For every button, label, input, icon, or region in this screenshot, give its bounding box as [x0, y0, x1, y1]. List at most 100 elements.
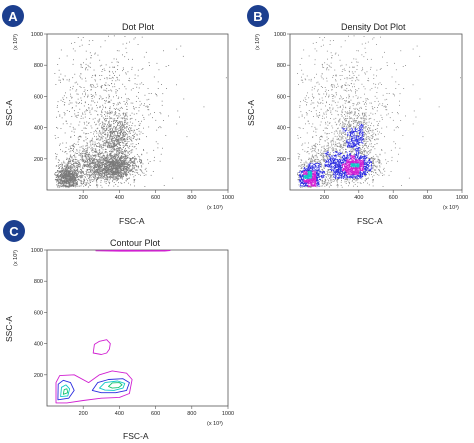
data-point — [76, 153, 78, 154]
data-point — [122, 142, 124, 144]
data-point — [115, 178, 116, 180]
data-point — [157, 88, 159, 89]
data-point — [95, 163, 97, 165]
data-point — [306, 173, 307, 175]
data-point — [65, 182, 67, 184]
data-point — [112, 169, 114, 170]
data-point — [64, 172, 66, 173]
data-point — [318, 168, 320, 170]
data-point — [311, 161, 313, 162]
data-point — [303, 170, 304, 172]
data-point — [116, 178, 117, 179]
data-point — [307, 175, 309, 177]
data-point — [128, 169, 130, 171]
data-point — [87, 171, 89, 173]
data-point — [113, 145, 115, 147]
data-point — [85, 94, 86, 96]
data-point — [69, 173, 70, 175]
data-point — [125, 175, 127, 177]
data-point — [130, 169, 132, 171]
data-point — [101, 135, 103, 137]
data-point — [91, 86, 93, 88]
data-point — [126, 171, 128, 173]
data-point — [69, 184, 70, 186]
data-point — [56, 184, 57, 186]
data-point — [107, 142, 109, 144]
data-point — [64, 180, 65, 181]
data-point — [63, 170, 65, 171]
data-point — [96, 143, 98, 144]
data-point — [118, 121, 120, 123]
data-point — [98, 165, 99, 167]
data-point — [65, 181, 67, 182]
data-point — [307, 173, 309, 175]
data-point — [109, 71, 111, 73]
data-point — [77, 183, 78, 185]
data-point — [117, 167, 119, 169]
data-point — [64, 113, 66, 115]
data-point — [119, 167, 121, 169]
data-point — [58, 167, 60, 169]
data-point — [136, 95, 138, 97]
data-point — [101, 115, 103, 117]
data-point — [95, 149, 96, 151]
data-point — [96, 170, 98, 172]
data-point — [132, 88, 134, 89]
data-point — [135, 164, 136, 166]
data-point — [92, 173, 94, 175]
data-point — [75, 183, 77, 184]
data-point — [97, 168, 98, 170]
data-point — [97, 166, 99, 168]
data-point — [122, 157, 124, 159]
data-point — [113, 103, 115, 105]
data-point — [73, 155, 74, 156]
data-point — [104, 123, 106, 125]
data-point — [117, 160, 119, 161]
data-point — [126, 166, 128, 167]
data-point — [94, 166, 96, 167]
data-point — [97, 54, 99, 56]
data-point — [111, 127, 113, 129]
data-point — [143, 56, 145, 58]
data-point — [122, 139, 124, 141]
data-point — [127, 98, 129, 99]
data-point — [108, 161, 110, 162]
data-point — [115, 173, 117, 175]
data-point — [74, 154, 75, 156]
data-point — [314, 178, 316, 180]
data-point — [63, 170, 64, 172]
data-point — [85, 139, 87, 141]
x-tick-label: 800 — [423, 195, 432, 201]
data-point — [98, 174, 100, 176]
data-point — [104, 166, 106, 168]
data-point — [78, 176, 80, 177]
data-point — [118, 136, 120, 137]
data-point — [115, 156, 116, 158]
data-point — [122, 134, 124, 136]
data-point — [69, 166, 70, 168]
data-point — [120, 158, 122, 160]
data-point — [149, 161, 151, 162]
data-point — [124, 103, 126, 105]
data-point — [98, 154, 100, 155]
data-point — [109, 125, 111, 127]
data-point — [65, 151, 67, 152]
data-point — [298, 158, 300, 160]
data-point — [116, 141, 118, 143]
data-point — [94, 74, 96, 76]
data-point — [115, 158, 117, 160]
data-point — [106, 141, 108, 143]
data-point — [147, 109, 149, 111]
data-point — [95, 154, 96, 156]
data-point — [116, 166, 118, 168]
data-point — [298, 165, 300, 166]
data-point — [108, 95, 110, 97]
data-point — [141, 69, 143, 70]
data-point — [126, 170, 128, 171]
data-point — [110, 133, 111, 135]
data-point — [57, 105, 58, 107]
data-point — [135, 139, 137, 140]
data-point — [80, 136, 82, 138]
data-point — [89, 157, 91, 159]
data-point — [72, 184, 73, 185]
